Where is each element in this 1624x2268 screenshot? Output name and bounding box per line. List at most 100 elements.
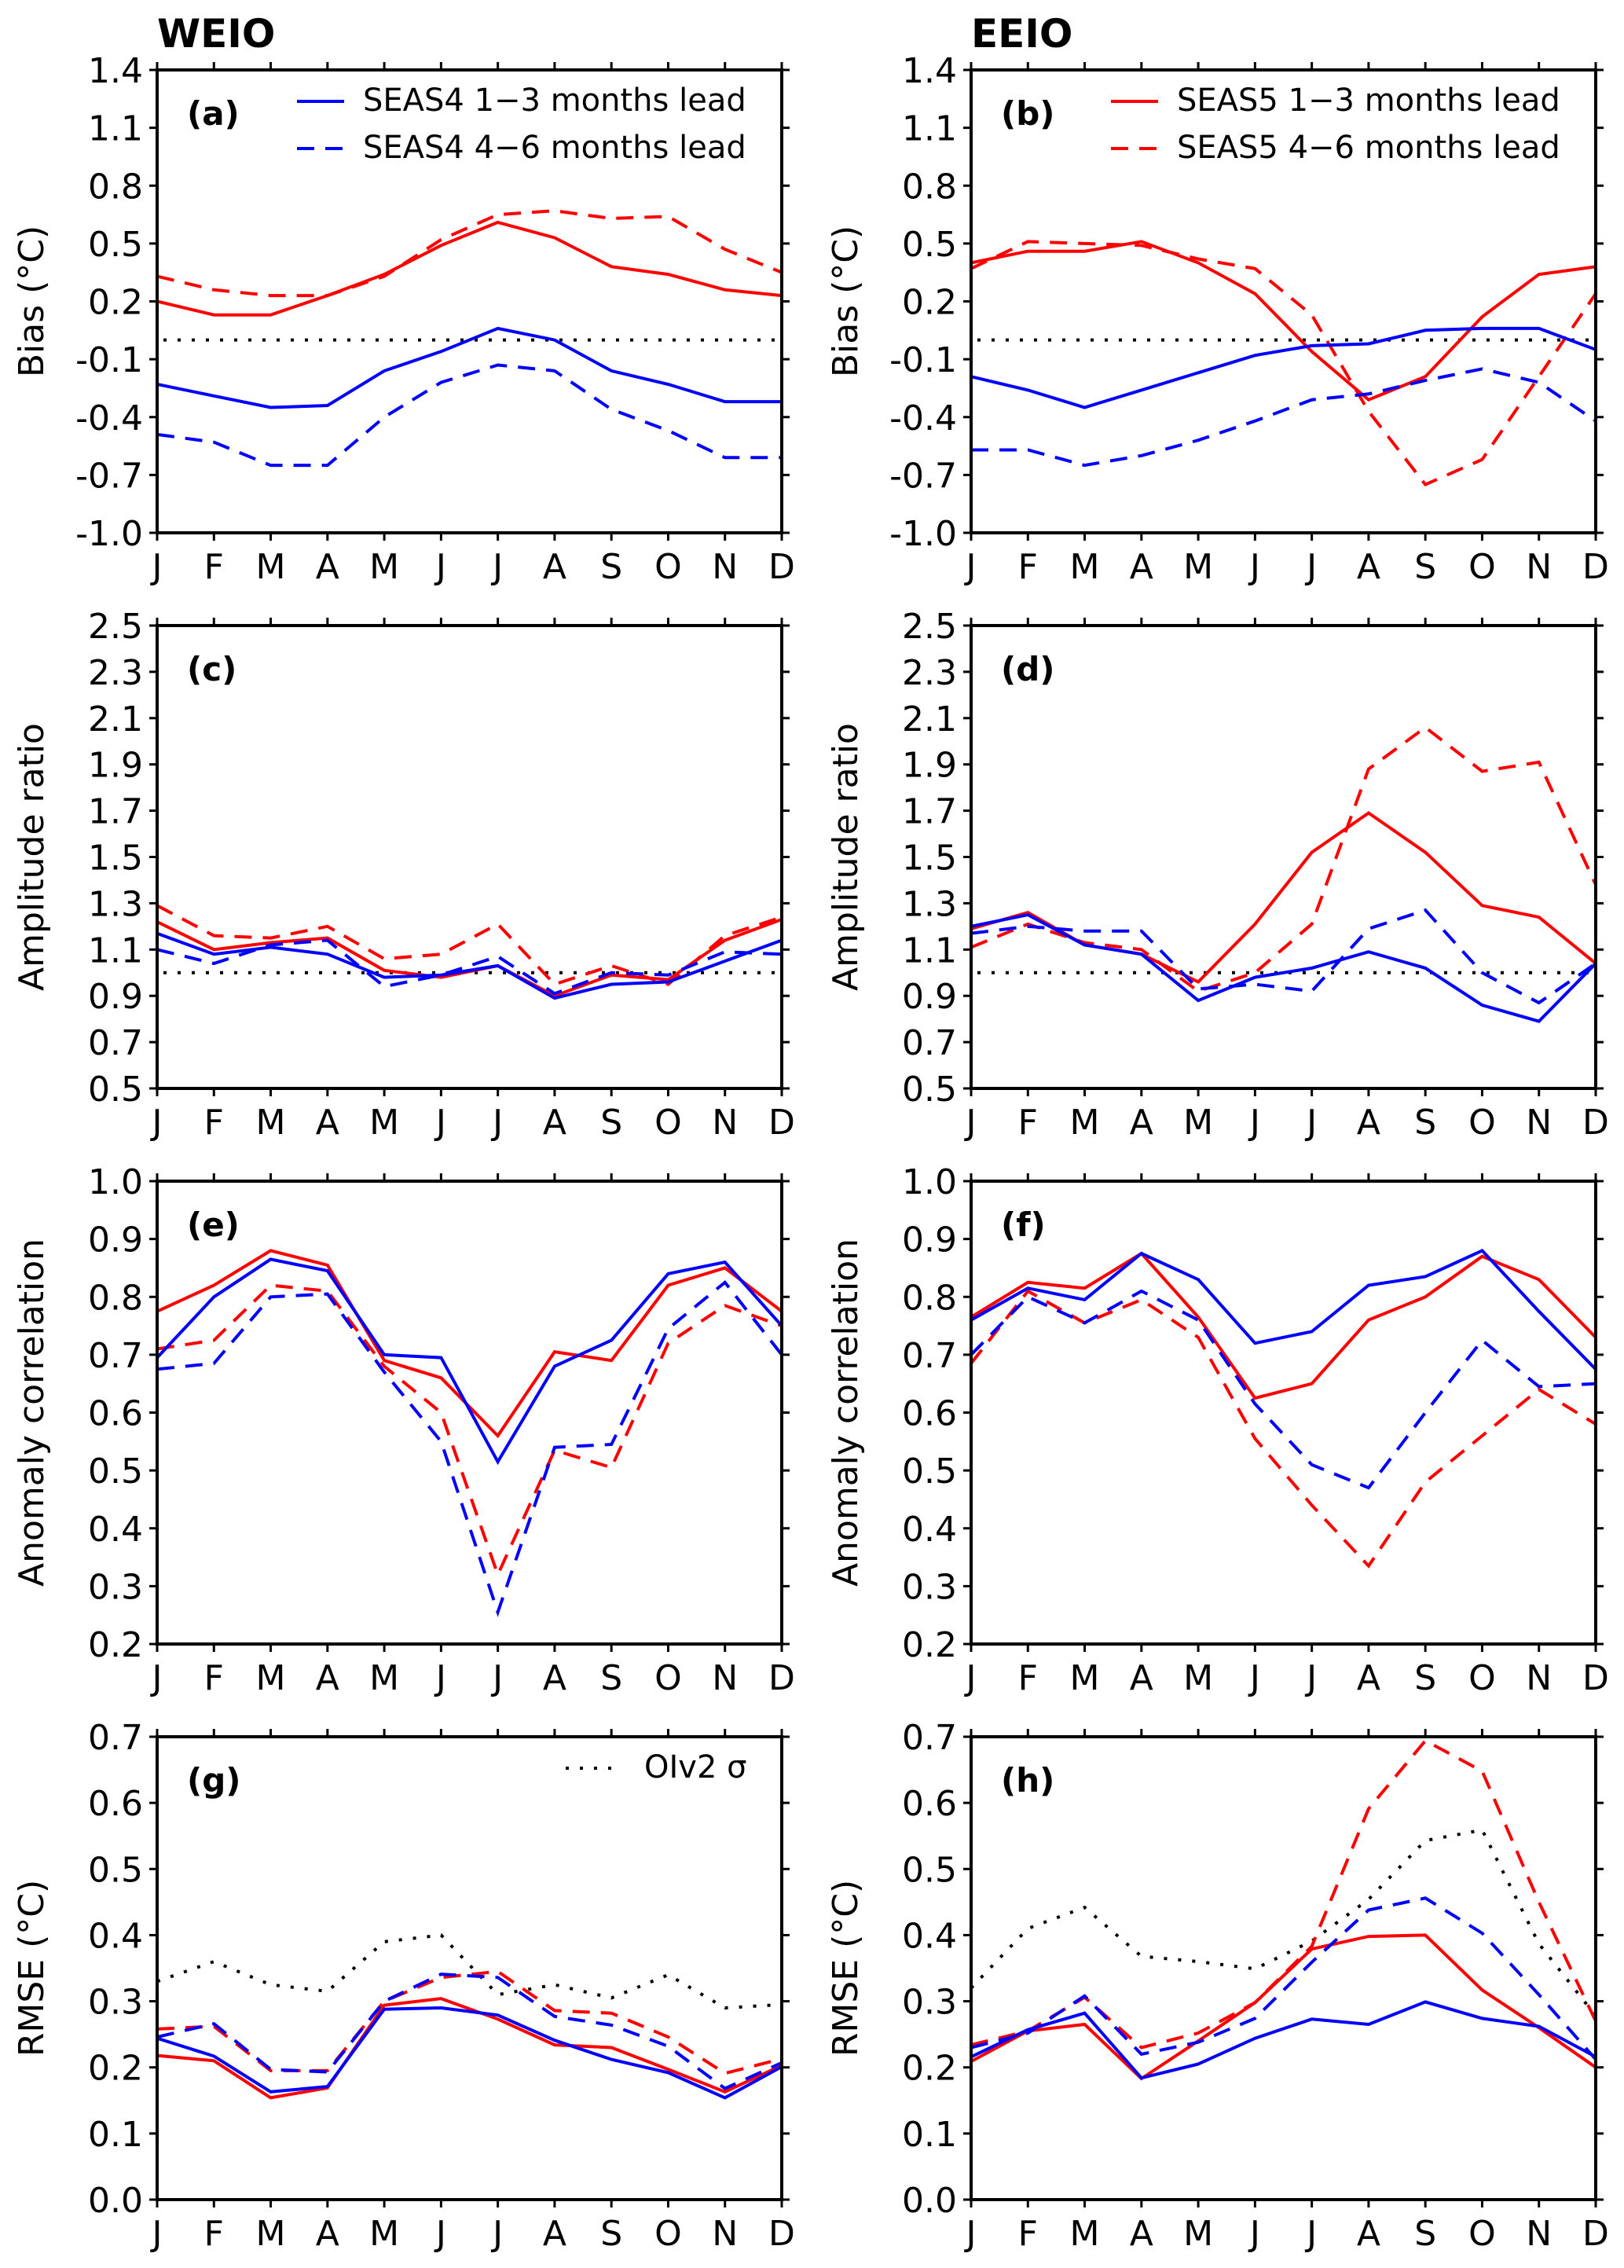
- y-tick-label: 1.9: [88, 746, 143, 786]
- panel-a: 1.41.10.80.50.2-0.1-0.4-0.7-1.0J F M A M J J A S…: [12, 51, 795, 587]
- y-axis-label: RMSE (°C): [826, 1880, 866, 2057]
- y-axis-label: Bias (°C): [826, 226, 866, 377]
- axes-frame: [970, 68, 1597, 534]
- x-tick-label: S: [600, 1103, 622, 1143]
- series-line-seas4-dashed: [971, 367, 1596, 468]
- y-tick-label: -0.1: [889, 340, 957, 380]
- x-tick-label: O: [654, 547, 682, 587]
- x-tick-label: M: [1070, 547, 1100, 587]
- panel-label: (f): [1001, 1206, 1046, 1244]
- x-tick-label: N: [712, 547, 738, 587]
- y-tick-label: 1.1: [88, 930, 143, 971]
- y-tick-label: 0.1: [902, 2115, 957, 2155]
- x-tick-label: F: [1018, 547, 1038, 587]
- x-tick-label: A: [1357, 1103, 1380, 1143]
- y-tick-label: 0.6: [88, 1784, 143, 1824]
- x-tick-label: M: [1070, 1658, 1100, 1698]
- x-tick-label: M: [369, 1658, 399, 1698]
- x-tick-label: J: [1248, 547, 1260, 587]
- y-tick-label: 0.3: [88, 1567, 143, 1607]
- panel-label: (h): [1001, 1761, 1054, 1800]
- y-tick-label: 1.1: [902, 109, 957, 149]
- x-tick-label: N: [1526, 547, 1552, 587]
- axes-frame: [970, 624, 1597, 1090]
- panel-e: 1.00.90.80.70.60.50.40.30.2J F M A M J J A S O N DA…: [12, 1162, 795, 1698]
- x-tick-label: A: [1130, 1658, 1153, 1698]
- y-tick-label: 0.5: [902, 1850, 957, 1890]
- series-line-seas5-solid: [971, 1933, 1596, 2081]
- y-tick-label: 0.5: [902, 225, 957, 265]
- x-tick-label: F: [1018, 1658, 1038, 1698]
- legend-label-seas4_dashed: SEAS4 4−6 months lead: [363, 130, 746, 166]
- x-tick-label: J: [964, 547, 977, 587]
- x-tick-label: D: [1582, 1103, 1609, 1143]
- x-tick-label: F: [204, 547, 224, 587]
- x-tick-label: F: [1018, 1103, 1038, 1143]
- axes-frame: [156, 624, 783, 1090]
- series-line-seas4-dashed: [157, 1279, 782, 1617]
- series-line-seas5-solid: [971, 811, 1596, 984]
- y-tick-label: 0.8: [88, 1278, 143, 1318]
- x-tick-label: J: [434, 1103, 446, 1143]
- x-tick-label: A: [1130, 2214, 1153, 2254]
- series-line-obs-dotted: [157, 1933, 782, 2010]
- y-tick-label: 1.1: [902, 930, 957, 971]
- x-tick-label: J: [1248, 1658, 1260, 1698]
- panels: 1.41.10.80.50.2-0.1-0.4-0.7-1.0J F M A M J J A S…: [12, 51, 1609, 2254]
- x-tick-label: S: [1414, 1103, 1436, 1143]
- x-tick-label: M: [1070, 2214, 1100, 2254]
- y-tick-label: 0.4: [88, 1510, 143, 1550]
- x-tick-label: J: [1304, 2214, 1317, 2254]
- x-tick-label: A: [543, 1658, 566, 1698]
- x-tick-label: S: [1414, 2214, 1436, 2254]
- series-line-seas5-solid: [971, 240, 1596, 402]
- x-tick-label: D: [768, 1103, 795, 1143]
- y-tick-label: 0.5: [88, 225, 143, 265]
- y-tick-label: 0.7: [902, 1336, 957, 1376]
- y-tick-label: 0.9: [902, 977, 957, 1017]
- x-tick-label: J: [964, 1658, 977, 1698]
- y-tick-label: 0.7: [88, 1336, 143, 1376]
- y-tick-label: 0.8: [902, 1278, 957, 1318]
- x-tick-label: D: [768, 1658, 795, 1698]
- y-axis-label: Anomaly correlation: [826, 1239, 866, 1587]
- y-tick-label: 0.4: [902, 1916, 957, 1956]
- x-tick-label: M: [256, 2214, 286, 2254]
- x-tick-label: N: [712, 1658, 738, 1698]
- x-tick-label: A: [316, 1658, 339, 1698]
- x-tick-label: J: [1248, 2214, 1260, 2254]
- y-tick-label: 1.0: [88, 1162, 143, 1202]
- x-tick-label: A: [316, 547, 339, 587]
- panel-d: 2.52.32.11.91.71.51.31.10.90.70.5J F M A M J J…: [826, 607, 1609, 1143]
- y-tick-label: 0.2: [88, 2049, 143, 2089]
- x-tick-label: M: [1183, 1658, 1213, 1698]
- x-tick-label: F: [204, 2214, 224, 2254]
- x-tick-label: O: [654, 1103, 682, 1143]
- y-tick-label: -0.4: [889, 398, 957, 439]
- x-tick-label: O: [1468, 1103, 1496, 1143]
- x-tick-label: S: [600, 1658, 622, 1698]
- y-tick-label: 0.6: [88, 1394, 143, 1434]
- series-line-seas5-dashed: [157, 1283, 782, 1580]
- x-tick-label: D: [1582, 1658, 1609, 1698]
- x-tick-label: M: [256, 1658, 286, 1698]
- series-line-seas5-solid: [971, 1251, 1596, 1400]
- panel-h: 0.70.60.50.40.30.20.10.0J F M A M J J A S O N DRMSE…: [826, 1718, 1609, 2254]
- y-axis-label: Anomaly correlation: [12, 1239, 52, 1587]
- column-title-eeio: EEIO: [971, 11, 1072, 57]
- panel-b: 1.41.10.80.50.2-0.1-0.4-0.7-1.0J F M A M J J A S…: [826, 51, 1609, 587]
- series-line-obs-dotted: [971, 1828, 1596, 2017]
- x-tick-label: D: [768, 547, 795, 587]
- series-line-seas4-dashed: [971, 1289, 1596, 1490]
- x-tick-label: J: [150, 2214, 163, 2254]
- x-tick-label: S: [1414, 547, 1436, 587]
- series-line-seas4-solid: [157, 326, 782, 409]
- y-tick-label: -1.0: [75, 514, 143, 554]
- y-axis-label: RMSE (°C): [12, 1880, 52, 2057]
- series-line-seas4-solid: [971, 912, 1596, 1023]
- x-tick-label: J: [434, 2214, 446, 2254]
- y-tick-label: 1.1: [88, 109, 143, 149]
- x-tick-label: J: [1304, 1658, 1317, 1698]
- x-tick-label: N: [712, 1103, 738, 1143]
- x-tick-label: F: [204, 1658, 224, 1698]
